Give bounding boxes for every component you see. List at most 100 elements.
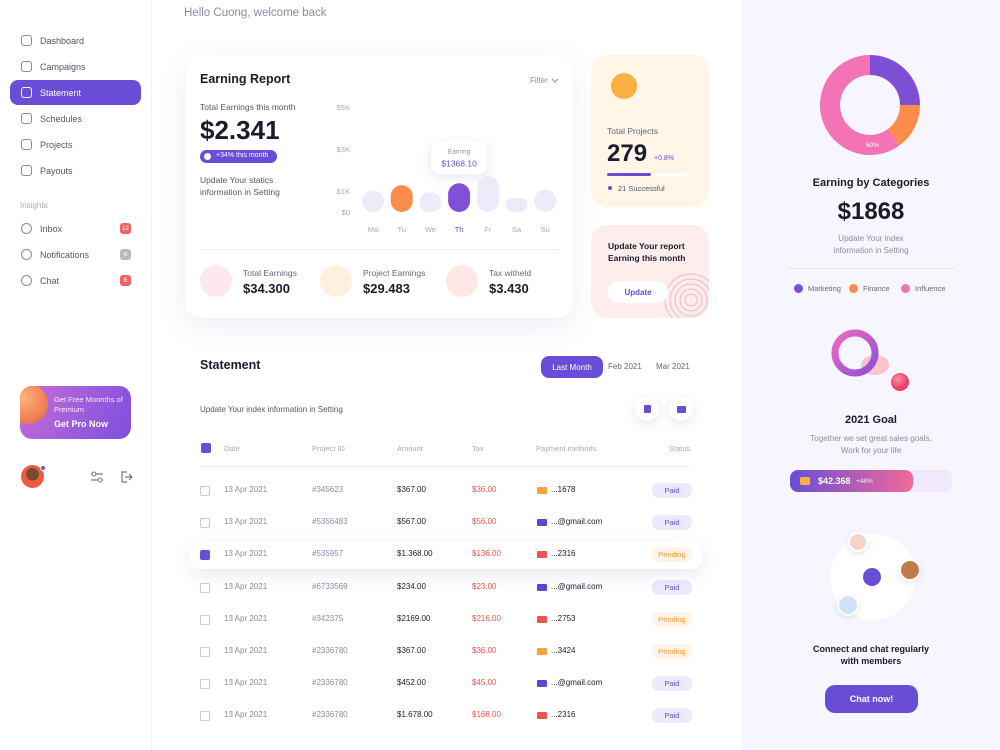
table-row[interactable]: 13 Apr 2021 #535957 $1.368.00 $136.00 ...231…	[190, 541, 702, 570]
status: Pending	[652, 644, 692, 659]
delete-icon	[644, 405, 651, 413]
export-button[interactable]	[669, 397, 693, 421]
tooltip	[431, 141, 488, 175]
tax: $168.00	[472, 710, 501, 720]
project-id: #535957	[312, 549, 344, 559]
status: Pending	[652, 547, 692, 563]
tax: $56.00	[472, 517, 497, 527]
x-tick-label: Su	[541, 225, 550, 234]
menu-item[interactable]: Notifications 6	[10, 242, 141, 267]
table-row[interactable]: 13 Apr 2021 #345623 $367.00 $36.00 ...1678 Pa…	[190, 477, 702, 505]
project-id: #2336780	[312, 646, 348, 655]
table-row[interactable]: 13 Apr 2021 #5356483 $567.00 $56.00 ...@gmai…	[190, 509, 702, 537]
stat-value: $29.483	[363, 281, 410, 296]
member-avatar	[837, 594, 859, 616]
table-row[interactable]: 13 Apr 2021 #342375 $2169.00 $216.00 ...2753…	[190, 606, 702, 634]
donut-segment	[887, 104, 920, 146]
tab[interactable]: Feb 2021	[608, 362, 642, 371]
chat-button[interactable]: Chat now!	[825, 685, 918, 713]
change-icon	[204, 153, 211, 160]
header-checkbox[interactable]	[201, 443, 211, 453]
menu-icon	[21, 223, 32, 234]
status: Paid	[652, 676, 692, 692]
member-avatar	[848, 532, 868, 552]
stat-icon	[320, 265, 352, 297]
menu-item[interactable]: Inbox 12	[10, 216, 141, 241]
amount: $452.00	[397, 678, 426, 688]
row-checkbox[interactable]	[200, 679, 210, 690]
table-row[interactable]: 13 Apr 2021 #2336780 $1.678.00 $168.00 ...23…	[190, 702, 702, 730]
bar	[419, 192, 442, 212]
menu-item[interactable]: Schedules	[10, 106, 141, 131]
legend-label: Finance	[863, 284, 890, 293]
menu-item[interactable]: Payouts	[10, 158, 141, 183]
row-checkbox[interactable]	[200, 518, 210, 529]
x-tick-label: Th	[455, 225, 464, 234]
chat-bubble	[863, 568, 881, 586]
menu-item[interactable]: Dashboard	[10, 28, 141, 53]
donut-segment	[869, 55, 920, 106]
avatar[interactable]	[21, 465, 44, 488]
promo-ball	[20, 386, 48, 424]
amount: $2169.00	[397, 613, 431, 623]
status: Paid	[652, 579, 692, 595]
update-card: Update Your report Earning this month Up…	[591, 225, 709, 318]
divider	[200, 249, 558, 250]
delete-button[interactable]	[635, 397, 659, 421]
column-header: Project ID	[312, 444, 345, 453]
row-checkbox[interactable]	[200, 486, 210, 496]
update-text: Update Your report Earning this month	[608, 241, 686, 263]
tax: $23.00	[472, 581, 497, 591]
method: ...2316	[551, 549, 576, 559]
legend-swatch	[794, 284, 803, 293]
goal-note: Together we set great sales goals. Work …	[810, 434, 932, 455]
stat-value: $3.430	[489, 281, 529, 296]
bullet	[608, 186, 612, 190]
legend-swatch	[901, 284, 910, 293]
filter[interactable]: Filter	[530, 76, 548, 85]
bar-chart: $0 $1K $3K $5K Mo Tu We Th Earning $1368.10 Fr Sa Su	[337, 103, 557, 234]
table-row[interactable]: 13 Apr 2021 #2336780 $367.00 $36.00 ...3424 P…	[190, 638, 702, 666]
project-id: #345623	[312, 485, 344, 494]
row-checkbox[interactable]	[200, 711, 210, 722]
date: 13 Apr 2021	[224, 710, 268, 720]
row-checkbox[interactable]	[200, 582, 210, 593]
amount: $1.678.00	[397, 710, 433, 720]
tab[interactable]: Mar 2021	[656, 362, 690, 371]
status: Paid	[652, 708, 692, 724]
bar	[448, 183, 471, 212]
row-checkbox[interactable]	[200, 550, 210, 561]
goal-change: +48%	[856, 478, 873, 485]
logout-icon[interactable]	[119, 470, 133, 484]
table-row[interactable]: 13 Apr 2021 #6733569 $234.00 $23.00 ...@gmai…	[190, 574, 702, 602]
stat-label: Project Earnings	[363, 268, 426, 278]
badge: 6	[120, 275, 131, 286]
amount: $1.368.00	[397, 549, 433, 559]
promo-card[interactable]: Get Free Moonths of Premium Get Pro Now	[20, 386, 131, 439]
bar	[534, 189, 557, 212]
method-icon	[537, 712, 547, 720]
projects-success: 21 Successful	[618, 184, 665, 193]
promo-cta[interactable]: Get Pro Now	[54, 419, 109, 429]
y-tick-label: $1K	[337, 187, 350, 196]
status: Paid	[652, 515, 692, 531]
menu-item[interactable]: Statement	[10, 80, 141, 105]
bar	[505, 197, 528, 212]
settings-icon[interactable]	[90, 470, 104, 484]
menu-icon	[21, 165, 32, 176]
row-checkbox[interactable]	[200, 614, 210, 625]
menu-item[interactable]: Projects	[10, 132, 141, 157]
goal-amount: $42.368	[818, 476, 851, 486]
row-checkbox[interactable]	[200, 647, 210, 657]
categories-title: Earning by Categories	[812, 177, 930, 189]
method-icon	[537, 583, 547, 591]
legend-swatch	[849, 284, 858, 293]
tab[interactable]: Last Month	[541, 356, 603, 378]
badge: 12	[120, 223, 131, 234]
menu-item[interactable]: Campaigns	[10, 54, 141, 79]
table-row[interactable]: 13 Apr 2021 #2336780 $452.00 $45.00 ...@gmai…	[190, 670, 702, 698]
update-button[interactable]: Update	[608, 281, 668, 303]
menu-item[interactable]: Chat 6	[10, 268, 141, 293]
sidebar: Dashboard Campaigns Statement Schedules Proj…	[0, 0, 152, 750]
method: ...@gmail.com	[551, 517, 603, 527]
